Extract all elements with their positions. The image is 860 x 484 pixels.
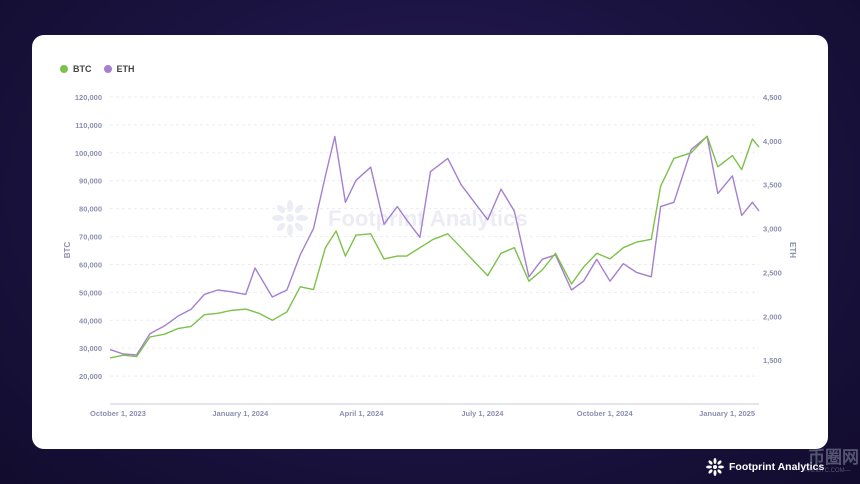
y-axis-left-title: BTC xyxy=(63,242,72,259)
x-tick-label: October 1, 2024 xyxy=(577,409,634,418)
y-left-tick-label: 80,000 xyxy=(79,205,102,214)
chart-legend: BTC ETH xyxy=(60,64,135,74)
legend-btc-label: BTC xyxy=(73,64,92,74)
y-right-tick-label: 3,500 xyxy=(763,181,782,190)
site-watermark-glyphs: 币圈网 xyxy=(808,448,859,467)
y-right-tick-label: 3,000 xyxy=(763,225,782,234)
x-tick-label: January 1, 2024 xyxy=(212,409,269,418)
y-left-tick-label: 110,000 xyxy=(75,121,102,130)
legend-item-eth[interactable]: ETH xyxy=(103,64,135,74)
y-left-tick-label: 70,000 xyxy=(79,233,102,242)
footprint-logo-icon xyxy=(706,458,724,476)
x-tick-label: January 1, 2025 xyxy=(699,409,755,418)
line-chart: Footprint Analytics 20,000 30,000 40,000 50… xyxy=(63,93,797,418)
y-right-tick-label: 2,000 xyxy=(763,312,782,321)
y-axis-left: 20,000 30,000 40,000 50,000 60,000 70,000 80,0… xyxy=(75,93,102,381)
y-axis-right: 1,500 2,000 2,500 3,000 3,500 4,000 4,500 xyxy=(763,93,782,365)
footprint-watermark: Footprint Analytics xyxy=(272,200,528,236)
y-left-tick-label: 60,000 xyxy=(79,260,102,269)
y-right-tick-label: 4,000 xyxy=(763,137,782,146)
footprint-brand-name: Footprint Analytics xyxy=(729,461,825,473)
legend-btc-swatch xyxy=(60,65,68,73)
watermark-text: Footprint Analytics xyxy=(328,206,528,231)
y-left-tick-label: 40,000 xyxy=(79,316,102,325)
y-left-tick-label: 50,000 xyxy=(79,288,102,297)
y-left-tick-label: 120,000 xyxy=(75,93,102,102)
site-watermark-domain: —ALIBTC.COM— xyxy=(802,468,851,474)
grid-lines xyxy=(110,96,759,405)
site-watermark: 币圈网 —ALIBTC.COM— xyxy=(802,443,859,474)
y-right-tick-label: 4,500 xyxy=(763,93,782,102)
y-left-tick-label: 20,000 xyxy=(79,372,102,381)
y-left-tick-label: 100,000 xyxy=(75,149,102,158)
legend-eth-label: ETH xyxy=(116,64,135,74)
y-left-tick-label: 30,000 xyxy=(79,344,102,353)
x-tick-label: October 1, 2023 xyxy=(90,409,146,418)
series-line-btc[interactable] xyxy=(109,135,760,359)
y-left-tick-label: 90,000 xyxy=(79,177,102,186)
chart-card: BTC ETH Footprint Analytics 20,000 30,000… xyxy=(32,35,828,449)
x-axis: October 1, 2023 January 1, 2024 April 1, 2… xyxy=(90,409,755,418)
legend-eth-swatch xyxy=(103,65,112,73)
series-lines xyxy=(109,135,760,359)
series-line-eth[interactable] xyxy=(109,135,760,356)
y-right-tick-label: 1,500 xyxy=(763,356,782,365)
legend-item-btc[interactable]: BTC xyxy=(60,64,92,74)
x-tick-label: April 1, 2024 xyxy=(339,409,384,418)
y-right-tick-label: 2,500 xyxy=(763,268,782,277)
footprint-brand: Footprint Analytics xyxy=(706,458,824,476)
y-axis-right-title: ETH xyxy=(788,242,797,258)
x-tick-label: July 1, 2024 xyxy=(461,409,504,418)
